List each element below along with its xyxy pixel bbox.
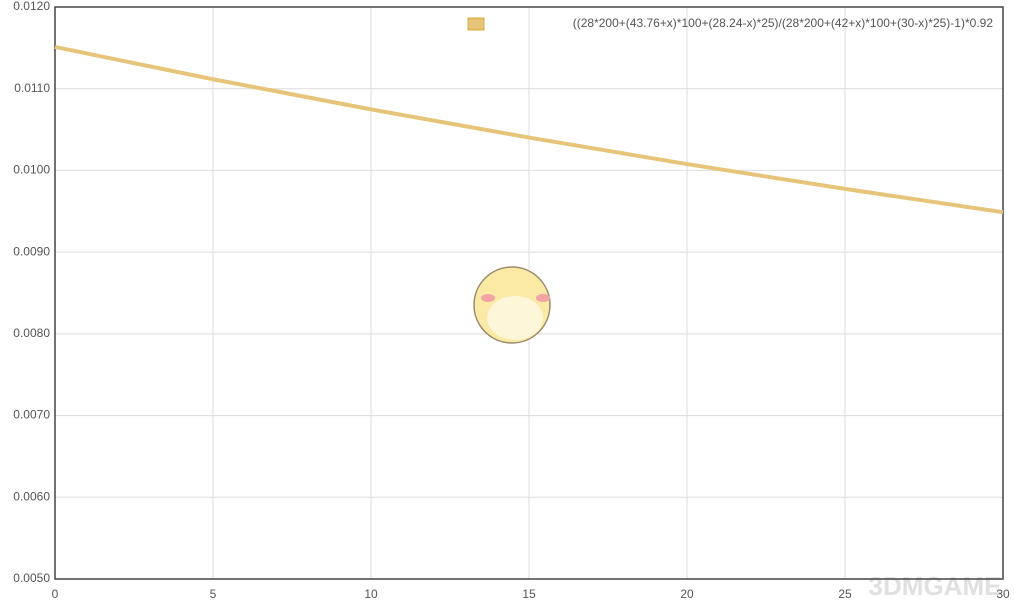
legend-label: ((28*200+(43.76+x)*100+(28.24-x)*25)/(28… [573, 16, 994, 30]
mascot [473, 266, 551, 344]
y-tick-label: 0.0060 [13, 489, 50, 503]
x-tick-label: 0 [52, 587, 59, 601]
y-tick-label: 0.0100 [13, 163, 50, 177]
x-tick-label: 10 [364, 587, 378, 601]
y-tick-label: 0.0090 [13, 244, 50, 258]
y-tick-label: 0.0080 [13, 326, 50, 340]
watermark: 3DMGAME [869, 571, 1002, 601]
line [54, 44, 1004, 215]
x-tick-label: 30 [996, 587, 1010, 601]
x-tick-label: 15 [522, 587, 536, 601]
y-tick-label: 0.0050 [13, 571, 50, 585]
plot-frame [54, 6, 1004, 580]
legend-swatch [467, 17, 485, 31]
x-tick-label: 25 [838, 587, 852, 601]
x-tick-label: 20 [680, 587, 694, 601]
y-tick-label: 0.0110 [14, 81, 50, 95]
y-tick-label: 0.0070 [13, 408, 50, 422]
x-tick-label: 5 [210, 587, 217, 601]
y-tick-label: 0.0120 [13, 0, 50, 13]
